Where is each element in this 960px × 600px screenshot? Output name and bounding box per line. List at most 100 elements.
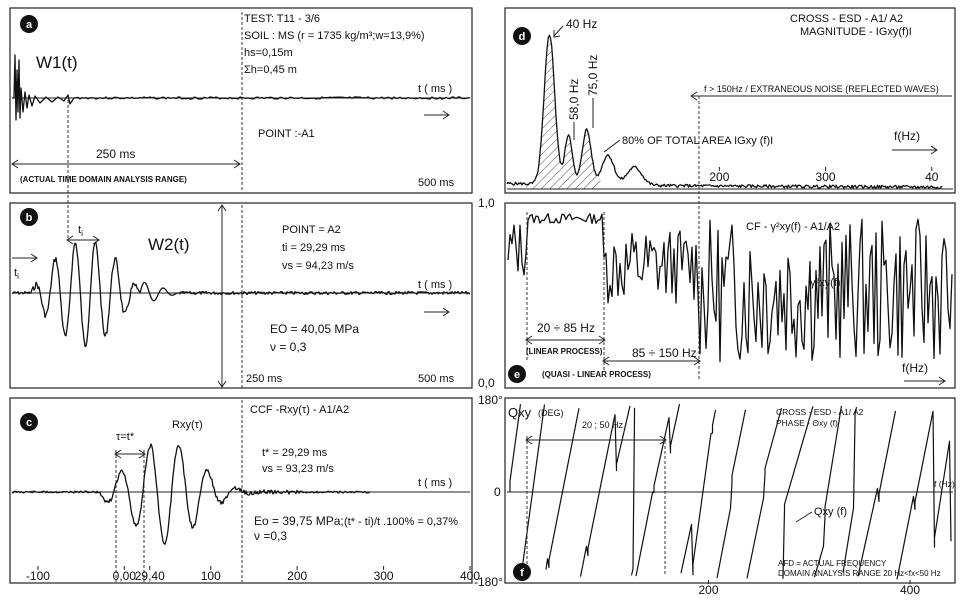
panel-d-noise-arrow xyxy=(690,91,952,101)
panel-e-title: CF - γ²xy(f) - A1/A2 xyxy=(746,221,840,233)
panel-d-f-label: f(Hz) xyxy=(894,129,920,143)
panel-e-series-label: γ²xy(f) xyxy=(810,277,841,289)
panel-f-ticks: 200 400 xyxy=(698,580,920,597)
panel-f-deg: (DEG) xyxy=(538,408,564,418)
panel-d-badge xyxy=(513,27,531,45)
x-tick-label: 300 xyxy=(374,569,394,583)
panel-b-vs: vs = 94,23 m/s xyxy=(282,260,354,272)
panel-e-trace xyxy=(507,213,953,363)
panel-c-formula: (t* - ti)/t .100% = 0,37% xyxy=(344,516,458,528)
panel-f-trace xyxy=(509,403,952,580)
panel-b-ti-arrow-left xyxy=(12,253,38,263)
panel-d-letter: d xyxy=(519,31,526,43)
panel-e-frame xyxy=(504,202,956,389)
panel-c-frame xyxy=(9,397,473,584)
peak-58-label: 58,0 Hz xyxy=(567,79,581,120)
panel-d-hatched-area xyxy=(526,35,601,189)
panel-c: c CCF -Rxy(τ) - A1/A2 Rxy(τ) τ=t* t* = 2… xyxy=(9,397,480,584)
x-tick-label: 400 xyxy=(460,569,480,583)
panel-f-afd1: AFD = ACTUAL FREQUENCY xyxy=(778,559,887,568)
x-tick-label: 29,40 xyxy=(135,569,165,583)
panel-c-nu: ν =0,3 xyxy=(254,529,287,543)
panel-c-trace xyxy=(11,443,371,545)
panel-e-r1-arrow xyxy=(525,335,606,345)
panel-b-arrow xyxy=(424,307,450,317)
panel-e-r2-note: (QUASI - LINEAR PROCESS) xyxy=(542,370,651,379)
w1-label: W1(t) xyxy=(36,53,78,72)
panel-b-ti-arrow xyxy=(66,235,100,245)
panel-a-test: TEST: T11 - 3/6 xyxy=(244,13,320,25)
panel-b-letter: b xyxy=(26,212,33,224)
panel-d-noise: f > 150Hz / EXTRANEOUS NOISE (REFLECTED … xyxy=(704,84,939,94)
panel-b-ti-left: ti xyxy=(14,267,19,281)
panel-f-ytick-top: 180° xyxy=(478,393,503,407)
panel-d-ticks: 200 300 40 xyxy=(709,167,939,184)
x-tick-label: 100 xyxy=(201,569,221,583)
panel-a-letter: a xyxy=(26,19,33,31)
panel-e-f-arrow xyxy=(904,376,946,386)
panel-a-range-note: (ACTUAL TIME DOMAIN ANALYSIS RANGE) xyxy=(20,175,187,184)
panel-b-nu: ν = 0,3 xyxy=(270,340,307,354)
x-tick-label: 400 xyxy=(900,583,920,597)
x-tick-label: -100 xyxy=(26,569,50,583)
panel-d-frame xyxy=(504,7,956,194)
panel-a-soil: SOIL : MS (r = 1735 kg/m³;w=13,9%) xyxy=(244,30,425,42)
panel-f-subtitle: PHASE - Θxy (f) xyxy=(776,418,838,428)
panel-d-subtitle: MAGNITUDE - IGxy(f)I xyxy=(800,26,912,38)
peak-75-label: 75,0 Hz xyxy=(586,55,600,96)
panel-f-letter: f xyxy=(520,567,524,579)
panel-e: 1,0 0,0 e CF - γ²xy(f) - A1/A2 γ²xy(f) 2… xyxy=(478,196,956,390)
panel-a-trace xyxy=(12,54,471,121)
panel-f-ytick-mid: 0 xyxy=(494,485,501,499)
panel-b-ti-top: ti xyxy=(78,224,83,238)
peak-40-label: 40 Hz xyxy=(566,17,597,31)
panel-b-ti: ti = 29,29 ms xyxy=(282,242,346,254)
panel-c-eo: Eo = 39,75 MPa; xyxy=(254,514,344,528)
panel-c-title: CCF -Rxy(τ) - A1/A2 xyxy=(250,404,349,416)
panel-b-point: POINT = A2 xyxy=(282,224,341,236)
panel-e-r2-arrow xyxy=(602,356,701,366)
panel-d: d CROSS - ESD - A1/ A2 MAGNITUDE - IGxy(… xyxy=(504,7,956,380)
panel-a-500ms: 500 ms xyxy=(418,177,455,189)
panel-b-t-label: t ( ms ) xyxy=(418,279,452,291)
x-tick-label: 200 xyxy=(698,583,718,597)
w2-label: W2(t) xyxy=(148,235,190,254)
panel-a-frame xyxy=(9,7,473,194)
panel-c-badge xyxy=(20,413,38,431)
x-tick-label: 200 xyxy=(709,170,729,184)
panel-c-tstar: t* = 29,29 ms xyxy=(262,447,328,459)
panel-f-f-label: f (Hz) xyxy=(934,479,955,489)
panel-a: a W1(t) TEST: T11 - 3/6 SOIL : MS (r = 1… xyxy=(9,7,473,240)
panel-b: b W2(t) ti ti POINT = A2 ti = 29,29 ms v… xyxy=(9,202,473,389)
panel-d-f-arrow xyxy=(892,145,938,155)
panel-a-t-label: t ( ms ) xyxy=(418,83,452,95)
panel-d-area-pointer xyxy=(603,139,621,153)
panel-f-series-label: Qxy (f) xyxy=(814,506,847,518)
panel-a-range-arrow xyxy=(11,159,241,169)
panel-b-500ms: 500 ms xyxy=(418,373,455,385)
panel-e-f-label: f(Hz) xyxy=(902,361,928,375)
panel-a-point: POINT :-A1 xyxy=(258,128,315,140)
panel-b-trace xyxy=(11,241,471,348)
panel-c-t-label: t ( ms ) xyxy=(418,477,452,489)
peak-40-arrow xyxy=(553,25,564,38)
panel-c-vs: vs = 93,23 m/s xyxy=(262,463,334,475)
panel-a-hs: hs=0,15m xyxy=(244,47,293,59)
panel-f: 180° 0 -180° f Qxy (DEG) 20 ; 50 Hz CROS… xyxy=(474,393,956,597)
panel-d-title: CROSS - ESD - A1/ A2 xyxy=(790,13,903,25)
panel-a-range: 250 ms xyxy=(96,147,135,161)
panel-f-title: CROSS - ESD - A1/ A2 xyxy=(776,407,864,417)
panel-e-letter: e xyxy=(514,369,520,381)
panel-f-range-arrow xyxy=(525,435,667,445)
panel-a-sumh: Σh=0,45 m xyxy=(244,64,297,76)
panel-c-tau: τ=t* xyxy=(116,431,135,443)
panel-b-250ms: 250 ms xyxy=(246,373,283,385)
panel-c-letter: c xyxy=(26,417,32,429)
panel-a-arrow xyxy=(424,110,450,120)
panel-c-tau-arrow xyxy=(114,449,146,459)
panel-e-badge xyxy=(508,365,526,383)
panel-e-r1: 20 ÷ 85 Hz xyxy=(537,321,595,335)
panel-f-afd2: DOMAIN ANALYSIS RANGE 20 Hz<fx<50 Hz xyxy=(778,569,941,578)
